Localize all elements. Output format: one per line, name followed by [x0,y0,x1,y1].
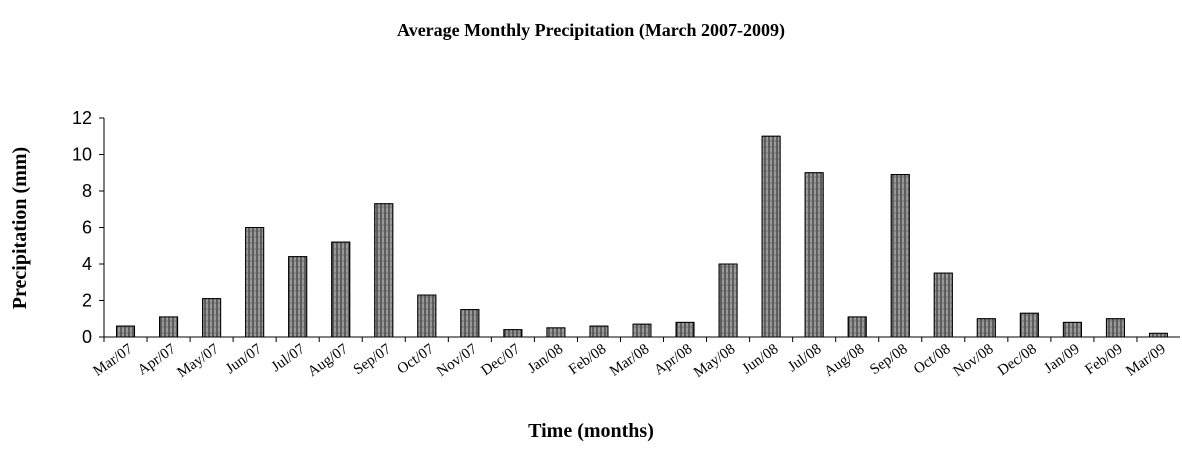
x-tick-label: Nov/08 [951,341,997,380]
bar-pattern [933,272,953,338]
x-tick-label: May/07 [174,341,222,381]
x-tick-label: Aug/07 [305,341,351,380]
bar-pattern [718,263,738,338]
bar-pattern [245,227,265,338]
x-tick-label: Apr/07 [135,341,179,379]
y-tick-label: 0 [82,327,92,347]
x-tick-label: Nov/07 [434,341,480,380]
bar-pattern [503,329,523,338]
bar-pattern [159,316,179,338]
x-tick-label: May/08 [691,341,738,381]
bar-pattern [804,172,824,338]
x-tick-label: Mar/08 [607,341,652,379]
x-tick-label: Jul/08 [785,341,824,375]
bar-pattern [460,309,480,338]
x-tick-label: Jan/08 [525,341,566,377]
x-tick-label: Sep/07 [351,341,395,378]
x-tick-label: Sep/08 [867,341,910,378]
bar-pattern [1148,332,1168,338]
y-tick-label: 12 [72,108,92,128]
bar-pattern [976,318,996,338]
bar-pattern [546,327,566,338]
bar-pattern [847,316,867,338]
x-tick-label: Jul/07 [269,341,309,375]
y-tick-label: 8 [82,181,92,201]
y-tick-label: 2 [82,291,92,311]
bar-pattern [288,256,308,338]
x-tick-label: Jun/07 [223,341,265,377]
y-tick-label: 6 [82,218,92,238]
bar-pattern [675,321,695,338]
x-tick-label: Mar/09 [1123,341,1168,379]
x-tick-label: Aug/08 [821,341,867,380]
bar-pattern [761,135,781,338]
x-tick-label: Dec/08 [995,341,1040,379]
x-tick-label: Feb/08 [566,341,609,378]
x-tick-label: Dec/07 [479,341,524,379]
x-tick-label: Oct/08 [911,341,954,378]
bar-pattern [374,203,394,338]
x-tick-label: Jan/09 [1041,341,1082,377]
x-tick-label: Mar/07 [90,341,136,380]
bar-pattern [1019,312,1039,338]
bar-pattern [202,298,222,338]
x-tick-label: Jun/08 [739,341,781,377]
bar-pattern [331,241,351,338]
bar-pattern [1062,321,1082,338]
chart-title: Average Monthly Precipitation (March 200… [397,20,785,41]
x-axis-label: Time (months) [528,420,654,442]
bar-pattern [632,323,652,338]
y-tick-label: 10 [72,145,92,165]
bar-pattern [1105,318,1125,338]
bar-pattern [589,325,609,338]
x-tick-label: Feb/09 [1082,341,1125,378]
bar-pattern [417,294,437,338]
x-tick-label: Oct/07 [394,341,437,378]
bar-pattern [116,325,136,338]
y-tick-label: 4 [82,254,92,274]
bar-pattern [890,174,910,338]
x-tick-label: Apr/08 [651,341,695,378]
y-axis-label: Precipitation (mm) [9,147,31,309]
